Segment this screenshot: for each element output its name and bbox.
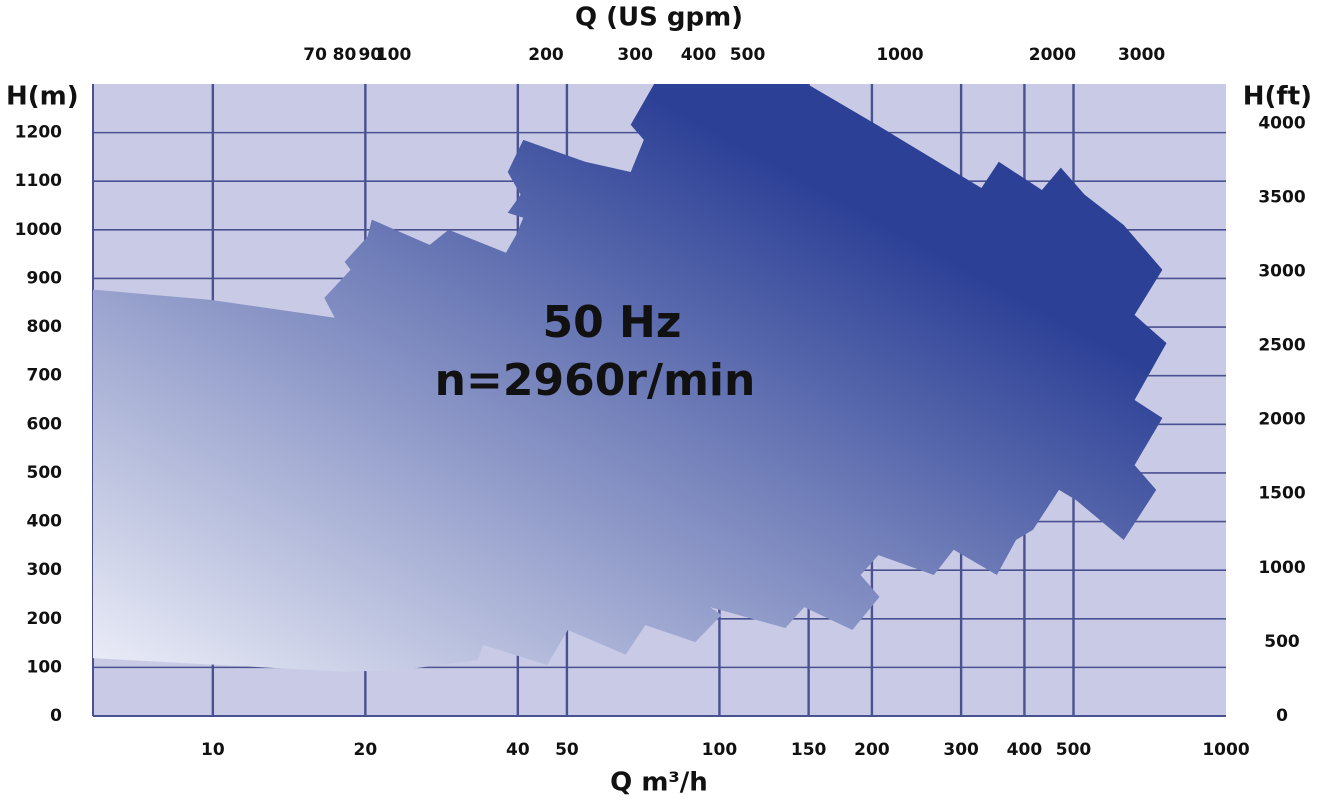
y2-tick-label: 0 xyxy=(1276,706,1288,726)
y2-tick-label: 2000 xyxy=(1258,410,1305,430)
y-tick-label: 600 xyxy=(27,414,63,434)
y-tick-label: 300 xyxy=(27,560,63,580)
area-layer xyxy=(93,84,1167,672)
x2-tick-label: 2000 xyxy=(1029,45,1076,65)
x2-tick-label: 3000 xyxy=(1118,45,1165,65)
y2-tick-label: 500 xyxy=(1264,632,1300,652)
x-tick-label: 150 xyxy=(791,740,827,760)
y-tick-label: 1100 xyxy=(15,171,62,191)
y2-tick-label: 1500 xyxy=(1258,484,1305,504)
y-tick-label: 0 xyxy=(50,706,62,726)
y-tick-label: 400 xyxy=(27,512,63,532)
x-tick-label: 400 xyxy=(1007,740,1043,760)
x-tick-label: 10 xyxy=(201,740,225,760)
y-tick-label: 200 xyxy=(27,609,63,629)
chart-title: Q (US gpm) xyxy=(575,3,743,33)
y2-tick-label: 2500 xyxy=(1258,336,1305,356)
x2-tick-label: 300 xyxy=(617,45,653,65)
annotation: n=2960r/min xyxy=(435,355,756,406)
x2-tick-label: 80 xyxy=(333,45,357,65)
x-tick-label: 1000 xyxy=(1202,740,1249,760)
x-tick-label: 40 xyxy=(506,740,530,760)
x-tick-label: 500 xyxy=(1056,740,1092,760)
x-tick-label: 200 xyxy=(854,740,890,760)
performance-range xyxy=(93,84,1167,672)
labels: Q (US gpm) Q m³/h H(m) H(ft) 50 Hz n=296… xyxy=(6,3,1312,798)
x2-tick-label: 1000 xyxy=(876,45,923,65)
y-tick-label: 700 xyxy=(27,366,63,386)
y-tick-label: 500 xyxy=(27,463,63,483)
y-tick-label: 1000 xyxy=(15,220,62,240)
x-axis-label: Q m³/h xyxy=(610,768,708,798)
x2-tick-label: 90 xyxy=(359,45,383,65)
x-tick-label: 20 xyxy=(354,740,378,760)
x2-tick-label: 500 xyxy=(730,45,766,65)
x2-tick-label: 70 xyxy=(303,45,327,65)
x-tick-label: 50 xyxy=(555,740,579,760)
y-axis-label: H(m) xyxy=(6,82,79,112)
y2-axis-label: H(ft) xyxy=(1243,82,1312,112)
x-tick-label: 300 xyxy=(943,740,979,760)
y2-tick-label: 3000 xyxy=(1258,261,1305,281)
x-tick-label: 100 xyxy=(702,740,738,760)
y2-tick-label: 4000 xyxy=(1258,113,1305,133)
x2-tick-label: 100 xyxy=(376,45,412,65)
y-tick-label: 800 xyxy=(27,317,63,337)
x2-tick-label: 400 xyxy=(681,45,717,65)
y-tick-label: 1200 xyxy=(15,123,62,143)
y-tick-label: 900 xyxy=(27,268,63,288)
y-tick-label: 100 xyxy=(27,657,63,677)
annotation: 50 Hz xyxy=(543,297,682,348)
x2-tick-label: 200 xyxy=(528,45,564,65)
y2-tick-label: 3500 xyxy=(1258,187,1305,207)
y2-tick-label: 1000 xyxy=(1258,558,1305,578)
